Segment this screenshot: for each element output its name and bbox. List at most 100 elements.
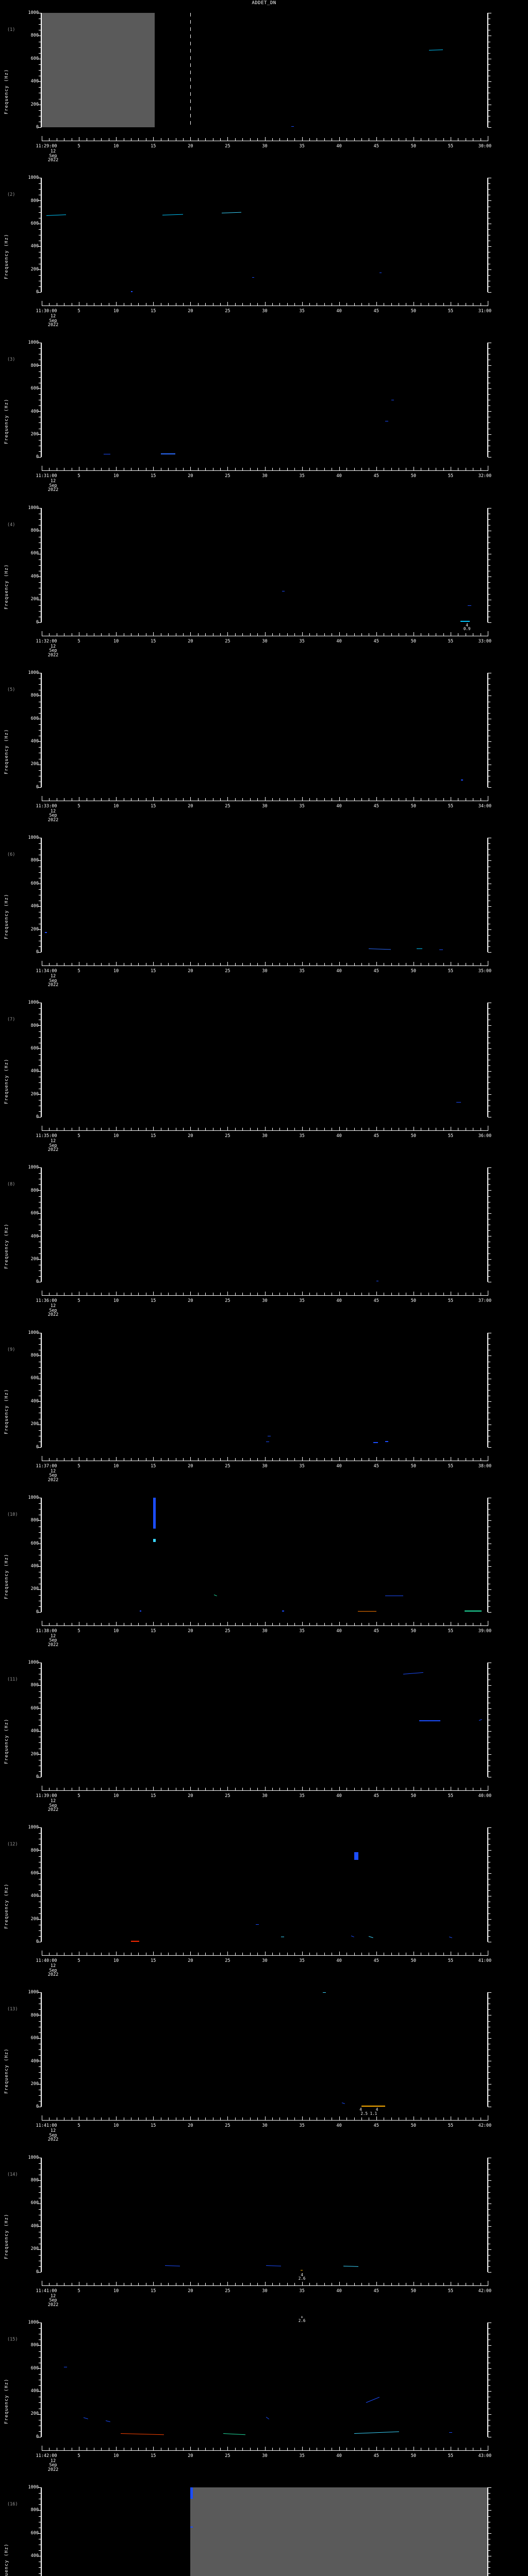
- x-axis-start-label: 11:37:00: [36, 1463, 57, 1469]
- x-axis-minor-tick: [101, 2117, 102, 2121]
- x-axis-major-tick: [302, 467, 303, 471]
- x-axis-minor-tick: [49, 1953, 50, 1956]
- x-axis-major-tick: [190, 2446, 191, 2450]
- y-axis-minor-tick: [488, 2255, 490, 2256]
- y-axis-major-tick: [488, 2345, 491, 2346]
- y-axis-minor-tick: [488, 2385, 490, 2386]
- x-axis-tick-label: 10: [113, 1958, 119, 1964]
- x-axis-tick-label: 10: [113, 473, 119, 479]
- y-axis-tick-label: 400: [30, 573, 39, 579]
- x-axis-tick-label: 50: [410, 473, 416, 479]
- x-axis-minor-tick: [235, 2117, 236, 2121]
- x-axis-ruler: [42, 1951, 488, 1956]
- y-axis-tick-label: 400: [30, 244, 39, 249]
- detection-track: [351, 1935, 354, 1938]
- x-axis-minor-tick: [205, 468, 206, 471]
- x-axis-minor-tick: [279, 963, 280, 965]
- x-axis-minor-tick: [272, 1622, 273, 1625]
- y-axis-minor-tick: [488, 1065, 490, 1066]
- x-axis-major-tick: [302, 632, 303, 636]
- x-axis-start-label: 11:35:00: [36, 1133, 57, 1139]
- detection-track: [44, 932, 47, 933]
- x-axis-minor-tick: [391, 963, 392, 965]
- y-axis-minor-tick: [39, 2351, 41, 2352]
- y-axis-tick-label: 1000: [28, 340, 39, 346]
- x-axis-minor-tick: [183, 468, 184, 471]
- x-axis-minor-tick: [183, 1128, 184, 1131]
- x-axis-minor-tick: [294, 963, 295, 965]
- y-axis-minor-tick: [488, 2168, 490, 2170]
- y-axis-tick-label: 400: [30, 2223, 39, 2229]
- x-axis-major-tick: [302, 1952, 303, 1956]
- x-axis-minor-tick: [346, 1953, 348, 1956]
- x-axis-minor-tick: [361, 2282, 362, 2285]
- x-axis-minor-tick: [294, 798, 295, 801]
- x-axis-minor-tick: [242, 963, 243, 965]
- x-axis-major-tick: [153, 302, 154, 306]
- x-axis-minor-tick: [279, 2117, 280, 2121]
- y-axis-minor-tick: [39, 2163, 41, 2164]
- y-axis-tick-label: 1000: [28, 2485, 39, 2490]
- y-axis-minor-tick: [488, 872, 490, 873]
- x-axis-major-tick: [116, 1621, 117, 1625]
- y-axis-minor-tick: [488, 1430, 490, 1431]
- x-axis-major-tick: [227, 467, 228, 471]
- x-axis-minor-tick: [242, 1128, 243, 1131]
- x-axis-minor-tick: [220, 1458, 221, 1461]
- y-axis-minor-tick: [488, 377, 490, 378]
- y-axis-major-tick: [488, 2180, 491, 2181]
- x-axis-minor-tick: [205, 1622, 206, 1625]
- detection-track: [221, 212, 241, 213]
- x-axis-tick-label: 35: [299, 638, 305, 644]
- x-axis-minor-tick: [346, 1622, 348, 1625]
- y-axis-minor-tick: [488, 1549, 490, 1550]
- x-axis-minor-tick: [49, 1293, 50, 1296]
- y-axis-minor-tick: [39, 1253, 41, 1255]
- x-axis-tick-label: 35: [299, 473, 305, 479]
- y-axis-tick-label: 200: [30, 1256, 39, 1262]
- y-axis-minor-tick: [39, 548, 41, 549]
- x-axis-minor-tick: [354, 468, 355, 471]
- x-axis-major-tick: [227, 2281, 228, 2285]
- y-axis-minor-tick: [488, 1111, 490, 1112]
- spectrogram-panel: (6) Frequency (Hz) 0 200 400 600 800 1000 11:34:…: [0, 836, 528, 992]
- y-axis-minor-tick: [39, 1276, 41, 1277]
- x-axis-minor-tick: [49, 303, 50, 306]
- x-axis-tick-label: 20: [188, 473, 193, 479]
- x-axis-minor-tick: [242, 1458, 243, 1461]
- page-title: ADDET_DN: [252, 1, 276, 6]
- x-axis-major-tick: [265, 302, 266, 306]
- x-axis-major-tick: [116, 962, 117, 965]
- x-axis-minor-tick: [183, 2282, 184, 2285]
- x-axis-tick-label: 25: [225, 309, 230, 314]
- x-axis-major-tick: [376, 137, 377, 141]
- y-axis-minor-tick: [39, 2431, 41, 2432]
- y-axis-major-tick: [38, 1094, 41, 1095]
- y-axis-major-tick: [488, 929, 491, 930]
- y-axis-major-tick: [38, 2038, 41, 2039]
- x-axis-minor-tick: [294, 1293, 295, 1296]
- x-axis-major-tick: [376, 1292, 377, 1296]
- y-axis-tick-label: 600: [30, 386, 39, 392]
- x-axis-minor-tick: [354, 1293, 355, 1296]
- x-axis-minor-tick: [309, 2117, 310, 2121]
- x-axis-minor-tick: [183, 1458, 184, 1461]
- y-axis-tick-label: 0: [36, 2269, 39, 2275]
- x-axis-tick-label: 15: [151, 2288, 156, 2294]
- y-axis-minor-tick: [488, 1503, 490, 1504]
- y-axis-minor-tick: [488, 1771, 490, 1772]
- x-axis-tick-label: 15: [151, 1298, 156, 1304]
- plot-area: [42, 2487, 488, 2576]
- detection-track: [120, 2433, 164, 2435]
- y-axis-tick-label: 0: [36, 1444, 39, 1450]
- y-axis-minor-tick: [39, 1856, 41, 1857]
- y-axis-minor-tick: [39, 2550, 41, 2551]
- x-axis-minor-tick: [257, 633, 258, 636]
- y-axis-tick-label: 1000: [28, 175, 39, 181]
- x-axis-minor-tick: [235, 1953, 236, 1956]
- x-axis-minor-tick: [250, 1788, 251, 1790]
- x-axis-minor-tick: [168, 2117, 169, 2121]
- x-axis-minor-tick: [242, 303, 243, 306]
- x-axis-minor-tick: [205, 138, 206, 141]
- x-axis-tick-label: 25: [225, 638, 230, 644]
